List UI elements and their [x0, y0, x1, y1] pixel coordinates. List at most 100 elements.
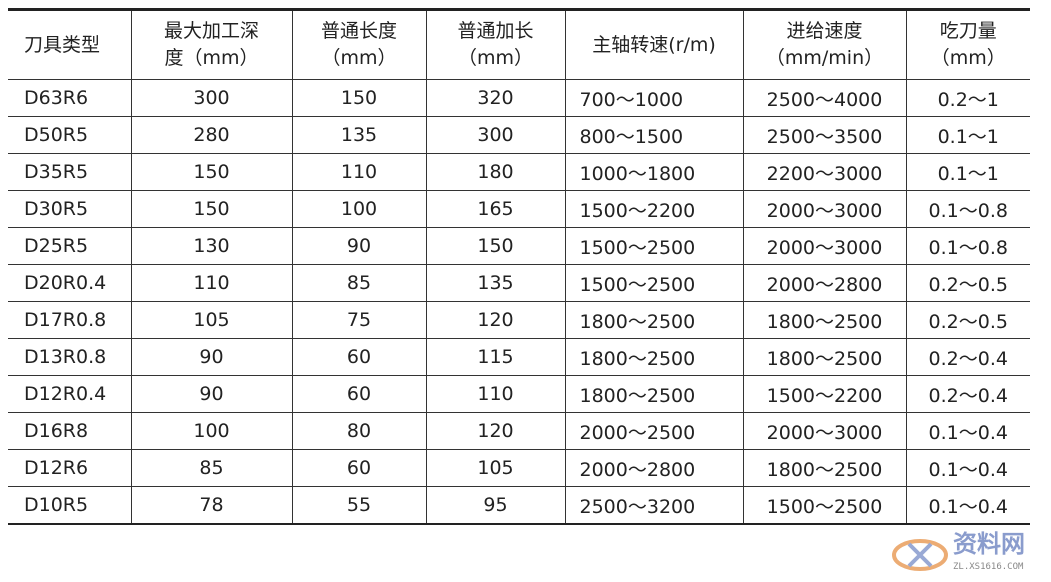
watermark-text: 资料网 [953, 530, 1025, 558]
table-cell: 150 [291, 79, 426, 117]
table-cell: 1800～2500 [564, 375, 743, 413]
table-cell: 110 [291, 153, 426, 191]
watermark-logo: 资料网 ZL.XS1616.COM [891, 528, 1041, 578]
table-cell: 115 [425, 338, 565, 376]
column-header: 普通加长 （mm） [425, 9, 565, 80]
column-header-line: （mm） [321, 47, 397, 69]
table-cell: 60 [291, 449, 426, 487]
table-row: D63R6 300 150 320 700～1000 2500～4000 0.2～1 [8, 79, 1030, 117]
table-cell: 300 [425, 116, 565, 154]
table-cell: 85 [130, 449, 292, 487]
table-cell: 320 [425, 79, 565, 117]
table-cell: 0.1～0.4 [905, 486, 1030, 525]
header-row: 刀具类型 最大加工深 度（mm） 普通长度 （mm） 普通加长 （mm） 主轴转速(r/m) 进… [8, 9, 1030, 80]
table-cell: 120 [425, 412, 565, 450]
table-cell: D30R5 [8, 190, 131, 228]
table-cell: 1500～2500 [564, 264, 743, 302]
table-cell: 135 [291, 116, 426, 154]
column-header: 刀具类型 [8, 9, 131, 80]
table-cell: 150 [130, 153, 292, 191]
table-cell: 0.1～0.8 [905, 227, 1030, 265]
table-cell: 75 [291, 301, 426, 339]
table-cell: 300 [130, 79, 292, 117]
table-cell: 150 [425, 227, 565, 265]
table-row: D25R5 130 90 150 1500～2500 2000～3000 0.1～0.8 [8, 227, 1030, 265]
table-row: D12R6 85 60 105 2000～2800 1800～2500 0.1～0.4 [8, 449, 1030, 487]
table-cell: 0.1～1 [905, 153, 1030, 191]
tool-parameters-table: 刀具类型 最大加工深 度（mm） 普通长度 （mm） 普通加长 （mm） 主轴转速(r/m) 进… [8, 8, 1030, 525]
column-header-line: （mm/min） [765, 47, 884, 69]
table-cell: 2500～4000 [742, 79, 906, 117]
table-cell: 1800～2500 [742, 338, 906, 376]
table-cell: 1800～2500 [742, 301, 906, 339]
column-header: 最大加工深度（mm） [130, 9, 292, 80]
table-cell: 90 [291, 227, 426, 265]
column-header-line: 刀具类型 [24, 33, 101, 56]
table-cell: D16R8 [8, 412, 131, 450]
table-cell: 1800～2500 [564, 301, 743, 339]
table-cell: 2000～3000 [742, 227, 906, 265]
column-header-line: 最大加工深 [163, 20, 259, 42]
table-cell: 105 [130, 301, 292, 339]
table-cell: 105 [425, 449, 565, 487]
table-cell: D12R0.4 [8, 375, 131, 413]
table-cell: 0.2～1 [905, 79, 1030, 117]
table-cell: 0.1～0.8 [905, 190, 1030, 228]
table-cell: D10R5 [8, 486, 131, 525]
table-cell: 0.2～0.5 [905, 264, 1030, 302]
table-row: D12R0.4 90 60 110 1800～2500 1500～2200 0.2～0.4 [8, 375, 1030, 413]
table-cell: 135 [425, 264, 565, 302]
column-header: 进给速度 （mm/min） [742, 9, 906, 80]
table-cell: 2000～2500 [564, 412, 743, 450]
table-cell: 110 [425, 375, 565, 413]
table-cell: 95 [425, 486, 565, 525]
table-cell: 90 [130, 338, 292, 376]
table-cell: 800～1500 [564, 116, 743, 154]
column-header: 普通长度 （mm） [291, 9, 426, 80]
watermark-emblem-icon [892, 539, 948, 571]
table-cell: 90 [130, 375, 292, 413]
column-header-line: 度（mm） [164, 47, 259, 69]
table-cell: 280 [130, 116, 292, 154]
table-cell: D13R0.8 [8, 338, 131, 376]
table-cell: 100 [291, 190, 426, 228]
table-cell: 80 [291, 412, 426, 450]
table-cell: 60 [291, 375, 426, 413]
table-cell: 1500～2200 [564, 190, 743, 228]
column-header-line: 普通加长 [457, 20, 534, 42]
table-cell: 1500～2200 [742, 375, 906, 413]
table-cell: D35R5 [8, 153, 131, 191]
table-cell: 2500～3200 [564, 486, 743, 525]
table-cell: 1000～1800 [564, 153, 743, 191]
table-cell: 0.1～0.4 [905, 412, 1030, 450]
table-cell: 85 [291, 264, 426, 302]
watermark-url: ZL.XS1616.COM [953, 562, 1024, 572]
table-cell: 2200～3000 [742, 153, 906, 191]
table-cell: 0.2～0.4 [905, 338, 1030, 376]
column-header: 主轴转速(r/m) [564, 9, 743, 80]
column-header-line: 进给速度 [786, 20, 863, 42]
table-row: D20R0.4 110 85 135 1500～2500 2000～2800 0.2～0.5 [8, 264, 1030, 302]
table-cell: 110 [130, 264, 292, 302]
table-cell: 1800～2500 [742, 449, 906, 487]
table-cell: 2000～3000 [742, 412, 906, 450]
table-cell: D20R0.4 [8, 264, 131, 302]
table-cell: 1500～2500 [742, 486, 906, 525]
column-header-line: （mm） [457, 47, 534, 69]
table-cell: 55 [291, 486, 426, 525]
table-cell: 1800～2500 [564, 338, 743, 376]
table-row: D10R5 78 55 95 2500～3200 1500～2500 0.1～0.4 [8, 486, 1030, 525]
table-row: D17R0.8 105 75 120 1800～2500 1800～2500 0.2～0.5 [8, 301, 1030, 339]
table-row: D35R5 150 110 180 1000～1800 2200～3000 0.1～1 [8, 153, 1030, 191]
table-cell: 130 [130, 227, 292, 265]
table-cell: 1500～2500 [564, 227, 743, 265]
column-header: 吃刀量 （mm） [905, 9, 1030, 80]
table-row: D13R0.8 90 60 115 1800～2500 1800～2500 0.2～0.4 [8, 338, 1030, 376]
table-cell: 0.2～0.5 [905, 301, 1030, 339]
table-cell: 2000～2800 [742, 264, 906, 302]
table-cell: 2000～3000 [742, 190, 906, 228]
table-cell: 0.1～0.4 [905, 449, 1030, 487]
column-header-line: （mm） [930, 47, 1006, 69]
table-cell: 0.2～0.4 [905, 375, 1030, 413]
table-cell: 60 [291, 338, 426, 376]
